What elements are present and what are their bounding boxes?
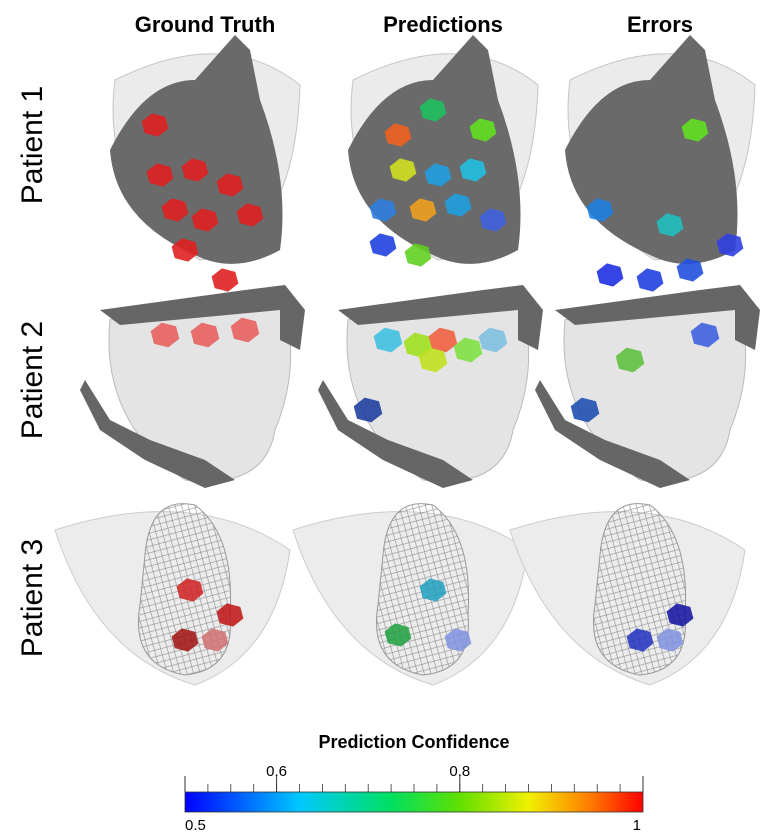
region-patch (479, 208, 507, 232)
region-patch (453, 337, 483, 363)
region-patch (656, 628, 684, 652)
region-patch (459, 158, 487, 182)
region-patch (211, 268, 239, 292)
region-patch (716, 233, 744, 257)
region-patch (236, 203, 264, 227)
region-patch (656, 213, 684, 237)
region-patch (636, 268, 664, 292)
row-label: Patient 1 (16, 86, 49, 204)
region-patch (419, 578, 447, 602)
region-patch (615, 347, 645, 373)
heart-surface (346, 299, 530, 482)
tick-label: 1 (633, 817, 641, 834)
region-patch (676, 258, 704, 282)
scar-tissue (110, 35, 283, 264)
tick-label: 0.5 (185, 817, 206, 834)
region-patch (404, 243, 432, 267)
region-patch (409, 198, 437, 222)
scar-tissue (338, 285, 543, 350)
region-patch (216, 603, 244, 627)
tick-label: 0.8 (449, 763, 470, 780)
region-patch (369, 233, 397, 257)
region-patch (469, 118, 497, 142)
region-patch (418, 347, 448, 373)
scar-tissue (535, 380, 690, 488)
region-patch (389, 158, 417, 182)
region-patch (161, 198, 189, 222)
region-patch (353, 397, 383, 423)
heart-surface (563, 299, 747, 482)
tick-label: 0.6 (266, 763, 287, 780)
scar-tissue (100, 285, 305, 350)
region-patch (690, 322, 720, 348)
region-patch (384, 623, 412, 647)
column-header: Ground Truth (135, 12, 276, 37)
region-patch (191, 208, 219, 232)
region-patch (201, 628, 229, 652)
region-patch (419, 98, 447, 122)
region-patch (190, 322, 220, 348)
region-patch (444, 628, 472, 652)
region-patch (369, 198, 397, 222)
region-patch (181, 158, 209, 182)
region-patch (230, 317, 260, 343)
region-patch (570, 397, 600, 423)
scar-tissue (80, 380, 235, 488)
region-patch (444, 193, 472, 217)
region-patch (428, 327, 458, 353)
region-patch (596, 263, 624, 287)
region-patch (626, 628, 654, 652)
region-patch (171, 238, 199, 262)
column-header: Predictions (383, 12, 503, 37)
scar-tissue (318, 380, 473, 488)
region-patch (373, 327, 403, 353)
column-header: Errors (627, 12, 693, 37)
colorbar-axis: 0.5 0.6 0.8 1 (184, 763, 644, 834)
region-patch (216, 173, 244, 197)
renderings (54, 35, 760, 686)
region-patch (586, 198, 614, 222)
region-patch (141, 113, 169, 137)
region-patch (681, 118, 709, 142)
region-patch (666, 603, 694, 627)
scar-tissue (555, 285, 760, 350)
colorbar-title: Prediction Confidence (318, 732, 509, 752)
region-patch (424, 163, 452, 187)
region-patch (176, 578, 204, 602)
colorbar (184, 791, 644, 813)
row-label: Patient 2 (16, 321, 49, 439)
row-label: Patient 3 (16, 539, 49, 657)
region-patch (478, 327, 508, 353)
region-patch (146, 163, 174, 187)
region-patch (171, 628, 199, 652)
region-patch (384, 123, 412, 147)
region-patch (150, 322, 180, 348)
